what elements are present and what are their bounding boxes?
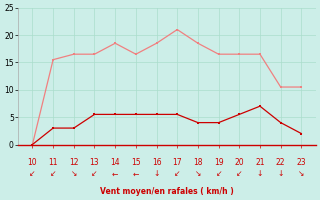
Text: ↘: ↘ [298,169,305,178]
Text: ↘: ↘ [195,169,201,178]
Text: ↙: ↙ [91,169,98,178]
Text: ↓: ↓ [277,169,284,178]
X-axis label: Vent moyen/en rafales ( km/h ): Vent moyen/en rafales ( km/h ) [100,187,234,196]
Text: ↙: ↙ [50,169,56,178]
Text: ↙: ↙ [174,169,180,178]
Text: ↙: ↙ [29,169,36,178]
Text: ↓: ↓ [257,169,263,178]
Text: ←: ← [133,169,139,178]
Text: ↘: ↘ [71,169,77,178]
Text: ↓: ↓ [153,169,160,178]
Text: ↙: ↙ [236,169,243,178]
Text: ↙: ↙ [215,169,222,178]
Text: ←: ← [112,169,118,178]
